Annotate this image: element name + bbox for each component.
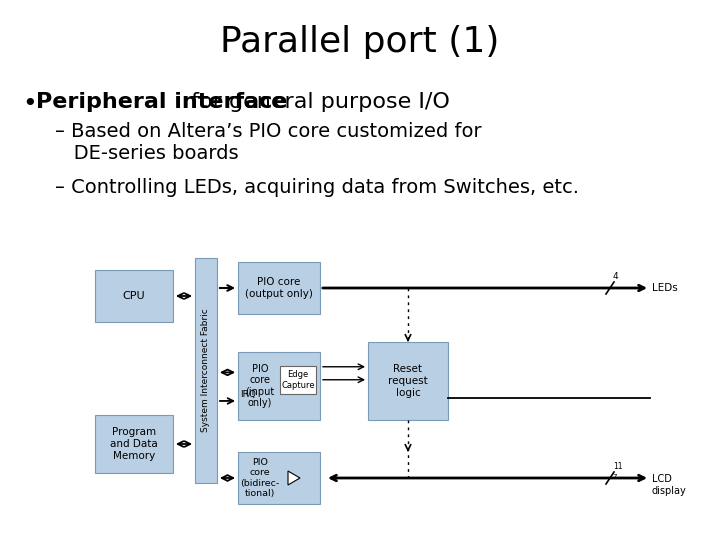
Bar bbox=[95, 270, 173, 322]
Bar bbox=[238, 262, 320, 314]
Bar bbox=[238, 352, 320, 420]
Bar bbox=[95, 415, 173, 473]
Text: for general purpose I/O: for general purpose I/O bbox=[184, 92, 450, 112]
Text: – Based on Altera’s PIO core customized for: – Based on Altera’s PIO core customized … bbox=[55, 122, 482, 141]
Text: PIO
core
(input
only): PIO core (input only) bbox=[246, 363, 274, 408]
Text: DE-series boards: DE-series boards bbox=[55, 144, 238, 163]
Bar bbox=[368, 342, 448, 420]
Text: Peripheral interface: Peripheral interface bbox=[36, 92, 287, 112]
Text: – Controlling LEDs, acquiring data from Switches, etc.: – Controlling LEDs, acquiring data from … bbox=[55, 178, 579, 197]
Text: 4: 4 bbox=[613, 272, 618, 281]
Text: System Interconnect Fabric: System Interconnect Fabric bbox=[202, 309, 210, 433]
Text: Reset
request
logic: Reset request logic bbox=[388, 364, 428, 397]
Text: LCD
display: LCD display bbox=[652, 474, 687, 496]
Text: 11: 11 bbox=[613, 462, 623, 471]
Text: IRQ: IRQ bbox=[240, 390, 256, 399]
Text: •: • bbox=[22, 92, 37, 116]
Bar bbox=[195, 258, 217, 483]
Text: PIO
core
(bidirec-
tional): PIO core (bidirec- tional) bbox=[240, 458, 279, 498]
Text: PIO core
(output only): PIO core (output only) bbox=[245, 277, 313, 299]
Text: Program
and Data
Memory: Program and Data Memory bbox=[110, 427, 158, 461]
Bar bbox=[238, 452, 320, 504]
Text: Edge
Capture: Edge Capture bbox=[282, 370, 315, 390]
Text: Parallel port (1): Parallel port (1) bbox=[220, 25, 500, 59]
Text: LEDs: LEDs bbox=[652, 283, 678, 293]
Text: CPU: CPU bbox=[122, 291, 145, 301]
Polygon shape bbox=[288, 471, 300, 485]
Text: 7: 7 bbox=[612, 474, 616, 480]
Bar bbox=[280, 366, 316, 394]
